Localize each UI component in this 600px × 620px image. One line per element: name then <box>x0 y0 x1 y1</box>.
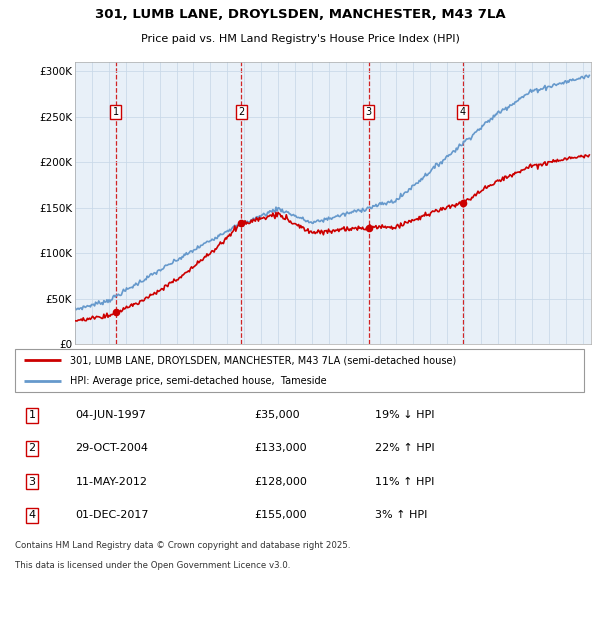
Text: 3: 3 <box>29 477 35 487</box>
Text: 4: 4 <box>460 107 466 117</box>
Text: HPI: Average price, semi-detached house,  Tameside: HPI: Average price, semi-detached house,… <box>70 376 326 386</box>
Text: 01-DEC-2017: 01-DEC-2017 <box>76 510 149 520</box>
Text: £128,000: £128,000 <box>254 477 307 487</box>
Text: 1: 1 <box>113 107 119 117</box>
FancyBboxPatch shape <box>15 349 584 392</box>
Text: 301, LUMB LANE, DROYLSDEN, MANCHESTER, M43 7LA: 301, LUMB LANE, DROYLSDEN, MANCHESTER, M… <box>95 8 505 21</box>
Text: 11% ↑ HPI: 11% ↑ HPI <box>375 477 434 487</box>
Text: 3: 3 <box>365 107 372 117</box>
Text: £133,000: £133,000 <box>254 443 307 453</box>
Text: 1: 1 <box>29 410 35 420</box>
Text: 301, LUMB LANE, DROYLSDEN, MANCHESTER, M43 7LA (semi-detached house): 301, LUMB LANE, DROYLSDEN, MANCHESTER, M… <box>70 355 456 365</box>
Text: 04-JUN-1997: 04-JUN-1997 <box>76 410 146 420</box>
Text: £155,000: £155,000 <box>254 510 307 520</box>
Text: 22% ↑ HPI: 22% ↑ HPI <box>375 443 434 453</box>
Text: Price paid vs. HM Land Registry's House Price Index (HPI): Price paid vs. HM Land Registry's House … <box>140 33 460 44</box>
Text: Contains HM Land Registry data © Crown copyright and database right 2025.: Contains HM Land Registry data © Crown c… <box>15 541 350 551</box>
Text: £35,000: £35,000 <box>254 410 299 420</box>
Text: 29-OCT-2004: 29-OCT-2004 <box>76 443 148 453</box>
Text: 2: 2 <box>238 107 244 117</box>
Text: 3% ↑ HPI: 3% ↑ HPI <box>375 510 427 520</box>
Text: 19% ↓ HPI: 19% ↓ HPI <box>375 410 434 420</box>
Text: 2: 2 <box>29 443 36 453</box>
Text: 4: 4 <box>29 510 36 520</box>
Text: 11-MAY-2012: 11-MAY-2012 <box>76 477 148 487</box>
Text: This data is licensed under the Open Government Licence v3.0.: This data is licensed under the Open Gov… <box>15 560 290 570</box>
